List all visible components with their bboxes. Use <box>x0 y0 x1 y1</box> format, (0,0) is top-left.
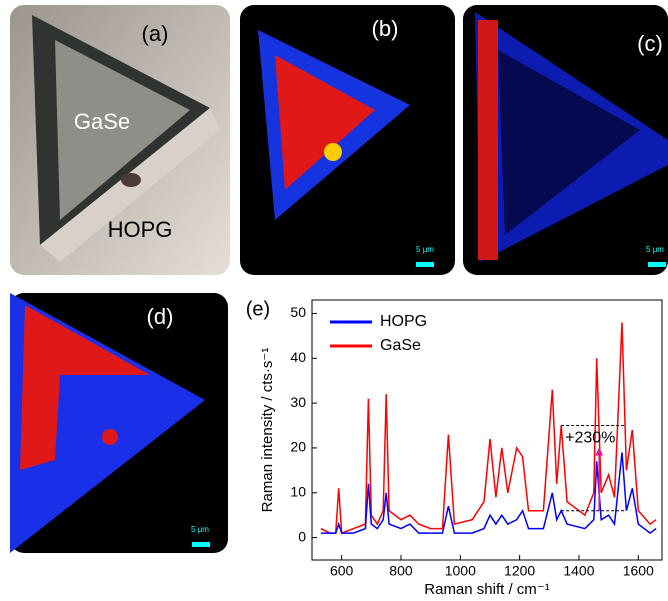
label: HOPG <box>108 217 173 242</box>
x-tick-label: 800 <box>389 563 413 579</box>
panel-b: (b) 5 μm <box>240 5 455 275</box>
scale-bar <box>192 542 210 547</box>
scale-bar <box>416 262 434 267</box>
figure: (a) GaSe HOPG (b) 5 μm (c) 5 μm (d) 5 μm… <box>0 0 668 601</box>
y-tick-label: 50 <box>290 304 306 320</box>
legend-label: GaSe <box>380 337 421 354</box>
panel-label: (d) <box>147 304 174 329</box>
scale-bar <box>648 262 666 267</box>
panel-label: (b) <box>372 16 399 41</box>
scale-bar-label: 5 μm <box>646 245 664 254</box>
x-tick-label: 1200 <box>504 563 535 579</box>
spot <box>121 173 141 187</box>
scale-bar-label: 5 μm <box>416 245 434 254</box>
panel-label: (c) <box>637 31 663 56</box>
x-tick-label: 1400 <box>563 563 594 579</box>
x-tick-label: 1000 <box>445 563 476 579</box>
hotspot <box>324 143 342 161</box>
edge <box>478 20 498 260</box>
legend-label: HOPG <box>380 313 427 330</box>
chart: (e) Raman shift / cm⁻¹ Raman intensity /… <box>246 298 662 598</box>
panel-d: (d) 5 μm <box>10 293 228 553</box>
panel-c: (c) 5 μm <box>463 5 668 275</box>
x-tick-label: 1600 <box>623 563 654 579</box>
panel-label: (e) <box>246 298 270 320</box>
label: GaSe <box>74 109 130 134</box>
y-tick-label: 10 <box>290 483 306 499</box>
x-tick-label: 600 <box>330 563 354 579</box>
annotation: +230% <box>565 430 615 447</box>
y-axis-title: Raman intensity / cts·s⁻¹ <box>259 348 276 513</box>
y-tick-label: 40 <box>290 349 306 365</box>
panel-a: (a) GaSe HOPG <box>10 5 230 275</box>
scale-bar-label: 5 μm <box>191 525 209 534</box>
y-tick-label: 30 <box>290 394 306 410</box>
hotspot <box>102 429 118 445</box>
x-axis-title: Raman shift / cm⁻¹ <box>424 581 549 598</box>
y-tick-label: 20 <box>290 439 306 455</box>
annotation-arrowhead <box>595 448 603 456</box>
series-line <box>321 322 656 533</box>
y-tick-label: 0 <box>298 528 306 544</box>
panel-label: (a) <box>142 21 169 46</box>
